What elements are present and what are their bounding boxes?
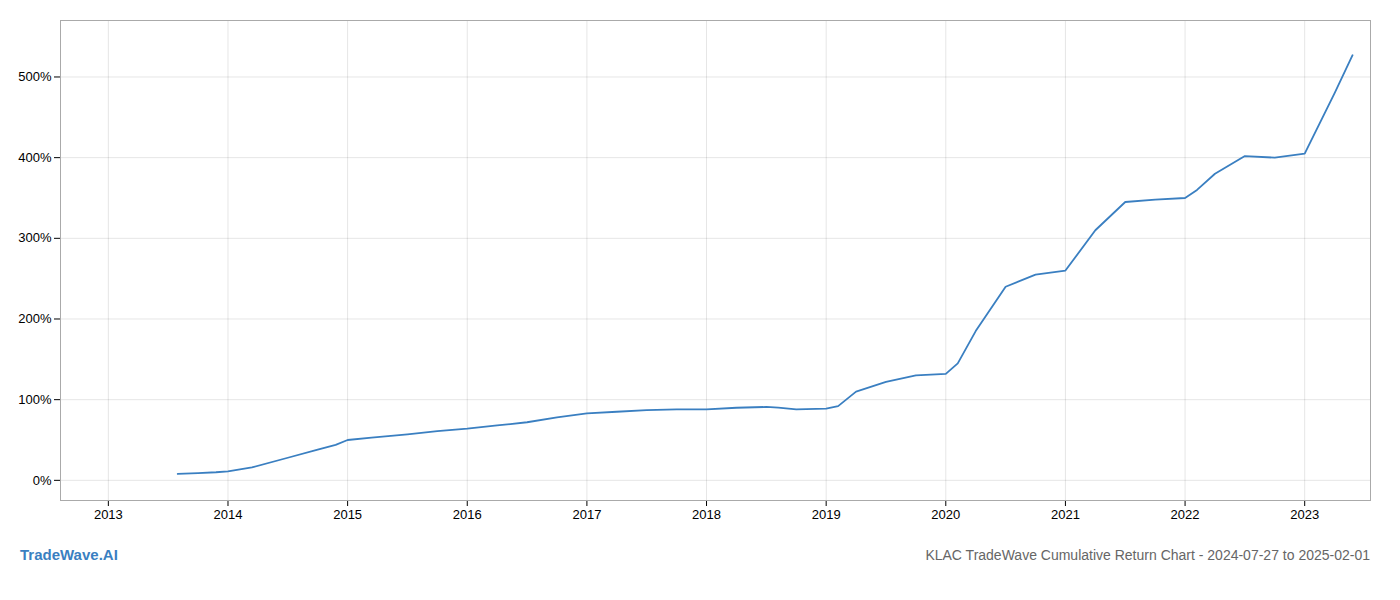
svg-text:2016: 2016 [453,507,482,522]
svg-text:200%: 200% [18,311,52,326]
svg-text:2013: 2013 [94,507,123,522]
html-text:TradeWave.AI: TradeWave.AI [20,546,118,563]
svg-text:2020: 2020 [931,507,960,522]
svg-text:0%: 0% [33,472,52,487]
svg-text:100%: 100% [18,392,52,407]
svg-text:2018: 2018 [692,507,721,522]
svg-text:2021: 2021 [1051,507,1080,522]
svg-text:2023: 2023 [1290,507,1319,522]
svg-text:2017: 2017 [572,507,601,522]
svg-text:300%: 300% [18,230,52,245]
svg-text:2022: 2022 [1171,507,1200,522]
svg-text:2015: 2015 [333,507,362,522]
svg-text:2014: 2014 [214,507,243,522]
svg-text:400%: 400% [18,150,52,165]
html-text:KLAC TradeWave Cumulative Retu: KLAC TradeWave Cumulative Return Chart -… [925,547,1370,563]
svg-text:2019: 2019 [812,507,841,522]
svg-text:500%: 500% [18,69,52,84]
